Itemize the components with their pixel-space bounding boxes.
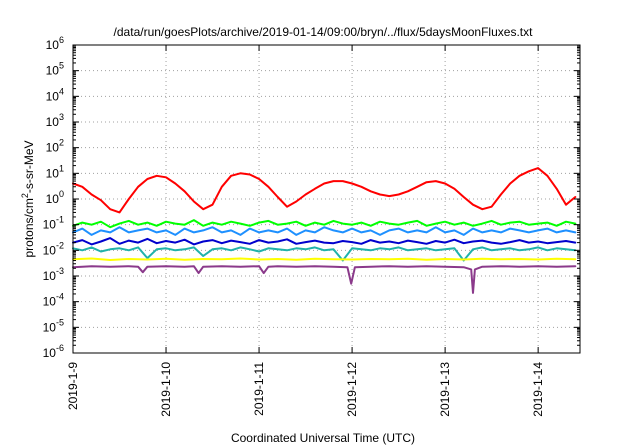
- y-tick-label-base: 10: [43, 218, 57, 232]
- y-tick-label-exponent: 6: [59, 35, 64, 45]
- x-tick-label: 2019-1-13: [438, 362, 452, 417]
- y-tick-label-base: 10: [43, 243, 57, 257]
- x-tick-label: 2019-1-14: [531, 362, 545, 417]
- x-tick-label: 2019-1-11: [252, 362, 266, 416]
- y-tick-label: 106: [46, 35, 64, 52]
- series-line-5: [72, 246, 577, 262]
- y-tick-label-exponent: 3: [59, 112, 64, 122]
- y-tick-label-exponent: 4: [59, 86, 64, 96]
- series-line-3: [72, 226, 577, 236]
- chart-title: /data/run/goesPlots/archive/2019-01-14/0…: [114, 25, 534, 39]
- y-tick-label: 10-3: [43, 266, 64, 283]
- y-tick-label-exponent: -4: [56, 292, 64, 302]
- y-tick-label-base: 10: [46, 141, 60, 155]
- series-line-6: [72, 257, 577, 261]
- series-line-2: [72, 219, 577, 229]
- y-tick-label-base: 10: [46, 38, 60, 52]
- y-tick-label-exponent: -2: [56, 240, 64, 250]
- x-tick-label: 2019-1-9: [66, 362, 80, 410]
- series-layer: [72, 167, 577, 294]
- y-tick-label-base: 10: [46, 64, 60, 78]
- y-tick-label-exponent: 1: [59, 163, 64, 173]
- y-tick-labels: 10-610-510-410-310-210-11001011021031041…: [43, 35, 64, 360]
- y-axis-title-post: -s-sr-MeV: [22, 140, 36, 193]
- y-tick-label-base: 10: [43, 295, 57, 309]
- y-tick-label-base: 10: [43, 346, 57, 360]
- y-tick-label-exponent: 5: [59, 61, 64, 71]
- y-tick-label: 100: [46, 189, 64, 206]
- y-tick-label-exponent: -6: [56, 343, 64, 353]
- y-axis-title-sup: 2: [20, 193, 30, 198]
- y-tick-label-exponent: -3: [56, 266, 64, 276]
- y-tick-label-exponent: 2: [59, 138, 64, 148]
- y-tick-label: 10-4: [43, 292, 64, 309]
- x-tick-labels: 2019-1-9 2019-1-10 2019-1-11 2019-1-12 2019-…: [66, 362, 545, 417]
- y-tick-label-base: 10: [46, 166, 60, 180]
- y-tick-label: 103: [46, 112, 64, 129]
- y-tick-label: 10-5: [43, 317, 64, 334]
- y-tick-label: 102: [46, 138, 64, 155]
- x-tick-label: 2019-1-12: [345, 362, 359, 417]
- axis-ticks: [72, 44, 580, 354]
- y-tick-label-exponent: 0: [59, 189, 64, 199]
- y-tick-label-exponent: -1: [56, 215, 64, 225]
- y-tick-label-base: 10: [46, 115, 60, 129]
- y-tick-label-exponent: -5: [56, 317, 64, 327]
- y-axis-title: protons/cm2-s-sr-MeV: [20, 140, 36, 257]
- x-axis-title: Coordinated Universal Time (UTC): [231, 431, 415, 445]
- y-axis-title-pre: protons/cm: [22, 198, 36, 257]
- y-tick-label-base: 10: [43, 269, 57, 283]
- x-tick-label: 2019-1-10: [159, 362, 173, 417]
- y-tick-label: 105: [46, 61, 64, 78]
- y-tick-label: 104: [46, 86, 64, 103]
- y-tick-label-base: 10: [43, 320, 57, 334]
- y-tick-label: 10-1: [43, 215, 64, 232]
- series-line-7: [72, 265, 577, 294]
- y-tick-label: 10-6: [43, 343, 64, 360]
- y-tick-label-base: 10: [46, 192, 60, 206]
- series-line-4: [72, 237, 577, 246]
- y-tick-label: 101: [46, 163, 64, 180]
- y-tick-label: 10-2: [43, 240, 64, 257]
- series-line-1: [72, 167, 577, 214]
- y-tick-label-base: 10: [46, 89, 60, 103]
